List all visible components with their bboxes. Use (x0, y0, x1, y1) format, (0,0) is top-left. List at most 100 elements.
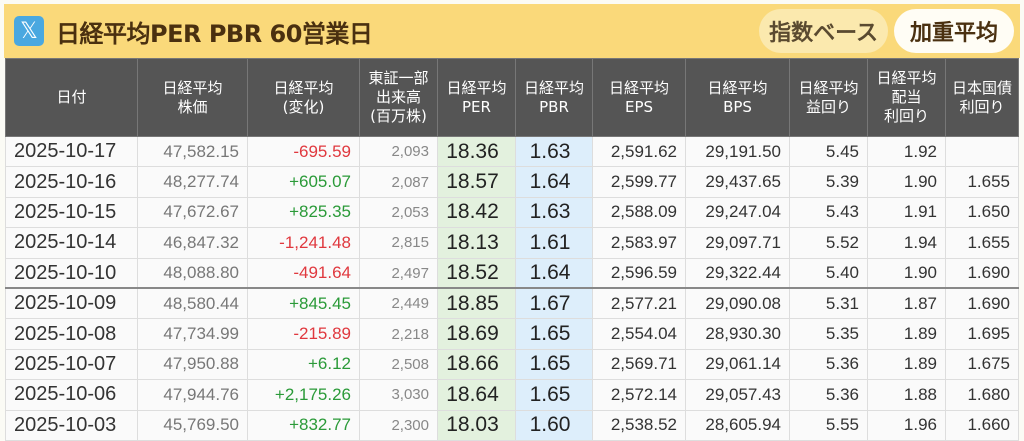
cell-date: 2025-10-08 (5, 318, 138, 350)
cell-dividend-yield: 1.89 (867, 348, 946, 381)
cell-volume: 2,300 (359, 409, 438, 441)
header-line: 出来高 (375, 88, 421, 106)
column-header-eps[interactable]: 日経平均 EPS (592, 58, 686, 137)
cell-bps: 29,090.08 (685, 287, 790, 320)
cell-per: 18.03 (437, 409, 516, 441)
cell-bps: 29,191.50 (685, 135, 790, 168)
cell-eps: 2,583.97 (592, 227, 686, 259)
mode-toggle: 指数ベース 加重平均 (759, 9, 1014, 53)
cell-jgb-yield: 1.690 (945, 287, 1019, 320)
cell-volume: 2,087 (359, 166, 438, 198)
cell-price: 47,734.99 (137, 318, 248, 350)
index-base-toggle[interactable]: 指数ベース (759, 9, 888, 53)
weighted-average-toggle[interactable]: 加重平均 (893, 9, 1014, 53)
cell-dividend-yield: 1.92 (867, 135, 946, 168)
column-header-per[interactable]: 日経平均 PER (437, 58, 516, 137)
cell-pbr: 1.64 (515, 166, 593, 198)
cell-pbr: 1.61 (515, 227, 593, 259)
cell-date: 2025-10-17 (5, 135, 138, 168)
cell-per: 18.69 (437, 318, 516, 350)
cell-price: 47,672.67 (137, 196, 248, 229)
header-line: 利回り (959, 97, 1005, 116)
cell-pbr: 1.65 (515, 379, 593, 411)
column-header-bps[interactable]: 日経平均 BPS (685, 58, 790, 137)
cell-change: +832.77 (247, 409, 360, 441)
cell-date: 2025-10-06 (5, 379, 138, 411)
column-header-date[interactable]: 日付 (5, 58, 138, 137)
cell-price: 48,580.44 (137, 287, 248, 320)
cell-per: 18.13 (437, 227, 516, 259)
cell-dividend-yield: 1.89 (867, 318, 946, 350)
header-line: 益回り (805, 97, 851, 116)
cell-price: 47,944.76 (137, 379, 248, 411)
cell-bps: 28,930.30 (685, 318, 790, 350)
cell-price: 47,950.88 (137, 348, 248, 381)
cell-date: 2025-10-03 (5, 409, 138, 441)
cell-per: 18.64 (437, 379, 516, 411)
header-line: 配当 (891, 88, 922, 106)
cell-pbr: 1.63 (515, 196, 593, 229)
cell-jgb-yield: 1.680 (945, 379, 1019, 411)
cell-eps: 2,599.77 (592, 166, 686, 198)
page-title: 日経平均PER PBR 60営業日 (56, 19, 373, 48)
header-line: 株価 (177, 97, 208, 116)
cell-bps: 29,061.14 (685, 348, 790, 381)
x-logo-icon[interactable]: 𝕏 (14, 16, 44, 46)
header-line: EPS (624, 97, 654, 116)
cell-price: 48,088.80 (137, 257, 248, 290)
cell-earnings-yield: 5.39 (789, 166, 868, 198)
column-header-jgb-yield[interactable]: 日本国債 利回り (945, 58, 1019, 137)
header-line: PBR (539, 97, 569, 116)
cell-change: -491.64 (247, 257, 360, 290)
table-row: 2025-10-10 48,088.80 -491.64 2,497 18.52 1.64… (5, 257, 1019, 290)
column-header-dividend-yield[interactable]: 日経平均 配当 利回り (867, 58, 946, 137)
data-table: 日付 日経平均 株価 日経平均 (変化) 東証一部 出来高 (百万株) 日経平均 PER 日経平均 P… (5, 58, 1019, 441)
column-header-volume[interactable]: 東証一部 出来高 (百万株) (359, 58, 438, 137)
header-line: (変化) (282, 97, 325, 116)
table-row: 2025-10-15 47,672.67 +825.35 2,053 18.42 1.63… (5, 196, 1019, 229)
cell-change: -695.59 (247, 135, 360, 168)
header-line: 利回り (883, 107, 929, 125)
cell-jgb-yield: 1.660 (945, 409, 1019, 441)
cell-dividend-yield: 1.90 (867, 166, 946, 198)
cell-change: -215.89 (247, 318, 360, 350)
cell-dividend-yield: 1.90 (867, 257, 946, 290)
column-header-price[interactable]: 日経平均 株価 (137, 58, 248, 137)
cell-per: 18.52 (437, 257, 516, 290)
cell-change: +605.07 (247, 166, 360, 198)
cell-price: 47,582.15 (137, 135, 248, 168)
cell-dividend-yield: 1.87 (867, 287, 946, 320)
column-header-earnings-yield[interactable]: 日経平均 益回り (789, 58, 868, 137)
table-row: 2025-10-17 47,582.15 -695.59 2,093 18.36 1.63… (5, 135, 1019, 168)
header-line: 日経平均 (707, 78, 768, 97)
header-line: 日本国債 (951, 78, 1012, 97)
header-line: (百万株) (370, 107, 427, 125)
cell-pbr: 1.60 (515, 409, 593, 441)
cell-price: 48,277.74 (137, 166, 248, 198)
cell-pbr: 1.67 (515, 287, 593, 320)
cell-earnings-yield: 5.40 (789, 257, 868, 290)
cell-date: 2025-10-16 (5, 166, 138, 198)
cell-earnings-yield: 5.45 (789, 135, 868, 168)
table-row: 2025-10-07 47,950.88 +6.12 2,508 18.66 1.65 2,… (5, 348, 1019, 381)
header-line: 日付 (56, 88, 87, 106)
cell-pbr: 1.64 (515, 257, 593, 290)
cell-pbr: 1.65 (515, 348, 593, 381)
column-header-pbr[interactable]: 日経平均 PBR (515, 58, 593, 137)
cell-volume: 2,053 (359, 196, 438, 229)
cell-price: 45,769.50 (137, 409, 248, 441)
cell-volume: 2,497 (359, 257, 438, 290)
cell-change: -1,241.48 (247, 227, 360, 259)
cell-per: 18.85 (437, 287, 516, 320)
cell-jgb-yield: 1.675 (945, 348, 1019, 381)
cell-jgb-yield: 1.655 (945, 227, 1019, 259)
cell-earnings-yield: 5.43 (789, 196, 868, 229)
cell-dividend-yield: 1.96 (867, 409, 946, 441)
column-header-change[interactable]: 日経平均 (変化) (247, 58, 360, 137)
cell-jgb-yield (945, 135, 1019, 168)
header-line: 東証一部 (368, 69, 429, 87)
cell-volume: 2,815 (359, 227, 438, 259)
cell-bps: 29,247.04 (685, 196, 790, 229)
cell-per: 18.42 (437, 196, 516, 229)
cell-change: +845.45 (247, 287, 360, 320)
